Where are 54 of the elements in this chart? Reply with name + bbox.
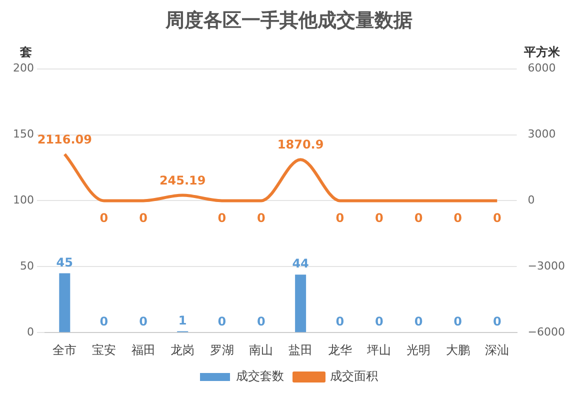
data-label: 1 <box>178 313 187 328</box>
x-tick-label: 宝安 <box>92 342 116 357</box>
data-label: 0 <box>414 210 423 225</box>
y-tick-label: 100 <box>12 194 34 207</box>
y2-tick-label: −6000 <box>528 325 566 338</box>
y-tick-label: 50 <box>20 260 34 273</box>
data-label: 0 <box>336 314 344 329</box>
y2-tick-label: 0 <box>528 194 535 207</box>
y2-tick-label: 3000 <box>528 128 556 141</box>
legend-label: 成交套数 <box>236 369 284 384</box>
data-label: 0 <box>454 314 462 329</box>
data-label: 0 <box>414 314 423 329</box>
y-tick-label: 0 <box>26 325 34 338</box>
data-label: 2116.09 <box>37 132 92 146</box>
x-tick-label: 光明 <box>406 342 430 357</box>
data-label: 0 <box>139 314 148 329</box>
x-tick-label: 龙岗 <box>170 342 195 357</box>
y2-tick-label: −3000 <box>528 260 566 273</box>
x-tick-label: 深汕 <box>485 342 510 357</box>
x-tick-label: 罗湖 <box>210 342 234 357</box>
x-tick-label: 南山 <box>249 342 274 357</box>
data-label: 0 <box>492 210 502 225</box>
bar <box>59 273 70 332</box>
bar <box>295 274 306 332</box>
x-tick-label: 全市 <box>52 342 77 357</box>
data-label: 1870.9 <box>277 138 324 152</box>
x-tick-label: 盐田 <box>288 342 313 357</box>
x-tick-label: 大鹏 <box>446 342 470 357</box>
data-label: 45 <box>56 255 74 270</box>
data-label: 0 <box>100 210 108 225</box>
data-label: 0 <box>100 314 108 329</box>
legend-label: 成交面积 <box>330 369 378 384</box>
x-tick-label: 坪山 <box>366 342 392 357</box>
data-label: 44 <box>292 256 309 271</box>
data-label: 245.19 <box>159 173 206 188</box>
x-tick-label: 龙华 <box>328 342 352 357</box>
y2-axis-title: 平方米 <box>523 44 561 59</box>
data-label: 0 <box>375 314 384 329</box>
data-label: 0 <box>492 314 502 329</box>
y2-tick-label: 6000 <box>528 62 556 75</box>
line-series <box>63 152 499 202</box>
data-label: 0 <box>139 210 148 225</box>
data-label: 0 <box>336 210 344 225</box>
y-axis-title: 套 <box>19 44 32 59</box>
data-label: 0 <box>454 210 462 225</box>
data-label: 0 <box>257 210 266 225</box>
data-label: 0 <box>218 210 226 225</box>
data-label: 0 <box>218 314 226 329</box>
data-label: 0 <box>375 210 384 225</box>
x-tick-label: 福田 <box>131 342 156 357</box>
y-tick-label: 200 <box>12 62 34 75</box>
data-label: 0 <box>257 314 266 329</box>
y-tick-label: 150 <box>12 128 34 141</box>
chart-title: 周度各区一手其他成交量数据 <box>164 9 412 32</box>
